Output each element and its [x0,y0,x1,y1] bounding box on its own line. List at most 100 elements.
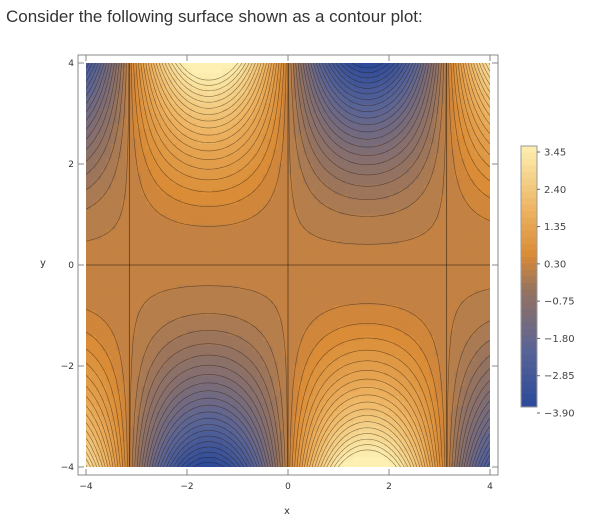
contour-cell [156,381,163,387]
contour-cell [146,73,153,79]
contour-cell [136,138,143,145]
contour-cell [348,280,355,286]
contour-cell [262,259,269,266]
contour-cell [156,290,163,296]
contour-cell [91,300,97,306]
contour-cell [318,123,324,130]
contour-cell [227,249,234,256]
contour-cell [343,391,350,397]
contour-cell [166,103,173,110]
contour-cell [378,189,385,195]
contour-cell [368,305,375,312]
contour-cell [247,214,254,221]
contour-cell [207,406,213,413]
contour-cell [373,325,380,332]
contour-cell [217,204,223,211]
contour-cell [212,83,218,89]
contour-cell [394,345,400,352]
contour-cell [202,123,208,130]
contour-cell [343,249,350,256]
contour-cell [368,158,375,165]
contour-cell [146,305,153,312]
contour-cell [187,153,193,160]
contour-cell [318,320,324,327]
contour-cell [121,340,127,347]
contour-cell [237,396,244,402]
contour-cell [227,340,234,347]
contour-cell [222,194,228,200]
contour-cell [262,189,269,195]
contour-cell [131,310,138,317]
contour-cell [161,118,168,125]
contour-cell [368,83,375,89]
contour-cell [237,270,244,276]
contour-cell [106,335,112,342]
contour-cell [267,204,274,211]
contour-cell [288,194,294,200]
contour-cell [161,128,168,135]
contour-cell [288,305,294,312]
contour-cell [373,214,380,221]
contour-cell [272,128,279,135]
contour-cell [131,128,138,135]
contour-cell [338,199,345,205]
contour-cell [116,128,122,135]
contour-cell [146,169,153,175]
contour-cell [237,118,244,125]
contour-cell [272,290,279,296]
contour-cell [136,63,143,69]
contour-cell [212,451,218,458]
contour-cell [222,295,228,301]
contour-cell [232,153,239,160]
contour-cell [217,270,223,276]
contour-cell [389,148,395,155]
contour-cell [303,290,309,296]
contour-cell [101,184,107,190]
contour-cell [141,118,148,125]
contour-cell [222,118,228,125]
contour-cell [156,350,163,357]
contour-cell [227,320,234,327]
contour-cell [176,103,183,110]
contour-cell [207,169,213,175]
contour-cell [161,290,168,296]
contour-cell [303,446,309,453]
contour-cell [262,360,269,367]
contour-cell [166,224,173,231]
contour-cell [363,209,370,216]
contour-cell [247,446,254,453]
contour-cell [313,426,319,433]
contour-cell [348,396,355,402]
contour-cell [383,93,390,99]
contour-cell [358,295,365,301]
contour-cell [313,229,319,236]
contour-cell [303,113,309,120]
contour-cell [232,285,239,291]
contour-cell [181,153,188,160]
contour-cell [363,184,370,190]
contour-cell [267,355,274,362]
contour-cell [378,451,385,458]
contour-cell [86,280,92,286]
contour-cell [121,138,127,145]
contour-cell [96,275,102,281]
contour-cell [338,305,345,312]
contour-cell [272,108,279,115]
contour-cell [252,290,259,296]
contour-cell [91,330,97,337]
contour-cell [318,108,324,115]
contour-cell [151,446,158,453]
contour-cell [323,315,329,322]
contour-cell [146,416,153,423]
contour-cell [161,411,168,418]
contour-cell [237,431,244,438]
contour-cell [308,209,314,216]
contour-cell [217,441,223,448]
contour-cell [222,249,228,256]
contour-cell [277,123,284,130]
contour-cell [111,406,117,413]
contour-cell [257,376,264,382]
contour-cell [232,371,239,377]
contour-cell [257,184,264,190]
contour-cell [298,189,304,195]
